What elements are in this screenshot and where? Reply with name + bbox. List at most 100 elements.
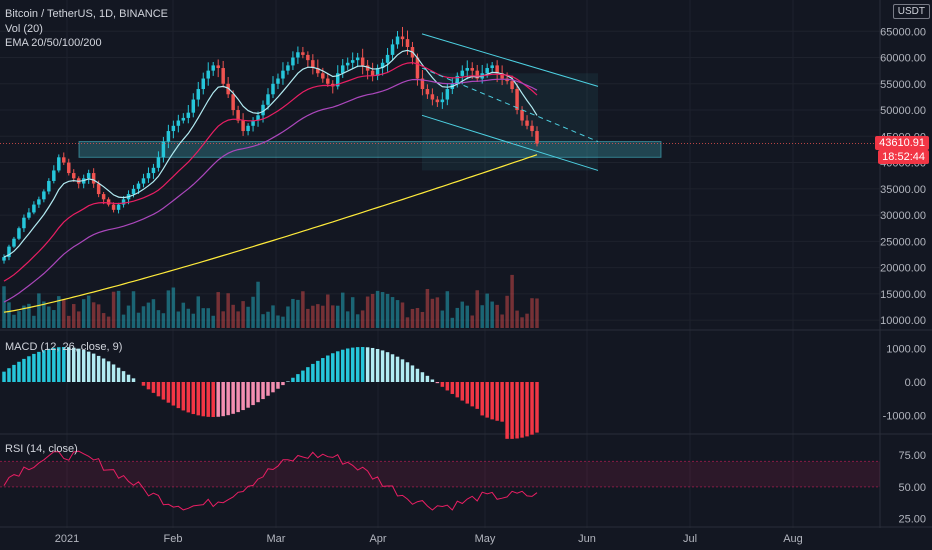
ema-line-EMA200 bbox=[3, 154, 538, 313]
volume-bar bbox=[460, 301, 465, 328]
volume-bar bbox=[71, 304, 76, 328]
macd-bar bbox=[266, 382, 270, 396]
volume-bar bbox=[62, 299, 66, 328]
candle-body bbox=[22, 217, 26, 229]
ema-line-EMA100 bbox=[3, 78, 538, 303]
macd-legend[interactable]: MACD (12, 26, close, 9) bbox=[5, 341, 123, 353]
candle-body bbox=[161, 141, 166, 158]
macd-tick-label: 1000.00 bbox=[886, 344, 926, 356]
last-price-tag: 43610.91 bbox=[875, 136, 929, 150]
macd-bar bbox=[96, 355, 101, 382]
rsi-band bbox=[0, 461, 880, 487]
volume-legend[interactable]: Vol (20) bbox=[5, 23, 43, 35]
macd-bar bbox=[91, 353, 96, 382]
volume-bar bbox=[176, 311, 181, 328]
trend-channel[interactable] bbox=[0, 33, 880, 171]
y-tick-label: 10000.00 bbox=[880, 315, 926, 327]
candle-body bbox=[296, 52, 300, 58]
candle-body bbox=[515, 89, 519, 111]
volume-bar bbox=[301, 291, 305, 328]
candle-body bbox=[311, 60, 315, 69]
volume-bar bbox=[201, 308, 205, 328]
candle-body bbox=[465, 68, 470, 71]
volume-bar bbox=[12, 314, 16, 328]
candle-body bbox=[281, 70, 285, 79]
macd-bar bbox=[256, 382, 260, 403]
candle-body bbox=[101, 194, 106, 200]
volume-bar bbox=[96, 304, 101, 328]
macd-bar bbox=[281, 382, 285, 386]
macd-bar bbox=[345, 348, 350, 382]
macd-bar bbox=[201, 382, 205, 417]
macd-bar bbox=[7, 368, 11, 382]
candle-body bbox=[251, 120, 255, 126]
candle-body bbox=[191, 99, 196, 113]
candle-body bbox=[116, 204, 121, 210]
macd-bar bbox=[32, 353, 36, 382]
volume-bar bbox=[490, 301, 494, 328]
macd-bar bbox=[52, 347, 56, 382]
volume-bar bbox=[311, 305, 315, 328]
volume-bar bbox=[360, 310, 365, 328]
ema-legend[interactable]: EMA 20/50/100/200 bbox=[5, 37, 102, 49]
volume-bar bbox=[271, 305, 275, 328]
volume-bar bbox=[430, 298, 435, 328]
candle-body bbox=[216, 65, 220, 69]
grid bbox=[0, 0, 932, 528]
candle-body bbox=[71, 173, 76, 179]
macd-bar bbox=[296, 374, 300, 382]
candle-body bbox=[286, 65, 290, 71]
macd-bar bbox=[336, 351, 340, 382]
volume-bar bbox=[221, 311, 225, 328]
macd-bar bbox=[76, 348, 81, 382]
candle-body bbox=[236, 110, 240, 121]
candle-body bbox=[231, 94, 235, 111]
macd-bar bbox=[121, 371, 126, 382]
macd-bar bbox=[480, 382, 484, 416]
macd-bar bbox=[316, 360, 320, 382]
volume-bar bbox=[86, 295, 91, 328]
volume-bar bbox=[146, 302, 151, 328]
macd-bar bbox=[276, 382, 280, 389]
volume-bar bbox=[231, 304, 235, 328]
volume-bar bbox=[450, 317, 455, 328]
macd-bar bbox=[395, 356, 400, 382]
volume-bar bbox=[505, 295, 509, 328]
candle-body bbox=[455, 75, 460, 84]
candle-body bbox=[530, 125, 534, 132]
macd-bar bbox=[246, 382, 250, 408]
volume-bar bbox=[151, 299, 156, 328]
volume-bar bbox=[535, 298, 539, 328]
x-tick-label: Jun bbox=[578, 533, 596, 545]
candle-body bbox=[151, 167, 156, 174]
volume-bar bbox=[81, 299, 86, 328]
candle-body bbox=[266, 94, 270, 105]
volume-bar bbox=[17, 311, 21, 328]
macd-bar bbox=[360, 347, 365, 382]
macd-tick-label: -1000.00 bbox=[883, 410, 926, 422]
macd-bar bbox=[211, 382, 215, 417]
candle-body bbox=[510, 81, 514, 90]
macd-bar bbox=[440, 382, 445, 387]
candle-body bbox=[256, 115, 260, 121]
symbol-legend[interactable]: Bitcoin / TetherUS, 1D, BINANCE bbox=[5, 8, 169, 20]
candle-body bbox=[7, 246, 11, 258]
candle-body bbox=[276, 78, 280, 84]
volume-bar bbox=[76, 311, 81, 328]
candle-body bbox=[425, 89, 430, 95]
rsi-legend[interactable]: RSI (14, close) bbox=[5, 443, 78, 455]
macd-bar bbox=[176, 382, 181, 409]
macd-bar bbox=[27, 356, 31, 382]
volume-bar bbox=[470, 315, 474, 328]
volume-bar bbox=[415, 307, 420, 328]
candle-body bbox=[131, 188, 136, 195]
y-tick-label: 20000.00 bbox=[880, 263, 926, 275]
macd-bar bbox=[86, 351, 91, 382]
rsi-tick-label: 50.00 bbox=[898, 482, 926, 494]
ema-lines bbox=[3, 49, 538, 313]
candle-body bbox=[181, 117, 186, 121]
currency-badge[interactable]: USDT bbox=[892, 4, 930, 19]
candle-body bbox=[271, 83, 275, 95]
volume-bar bbox=[510, 274, 514, 328]
